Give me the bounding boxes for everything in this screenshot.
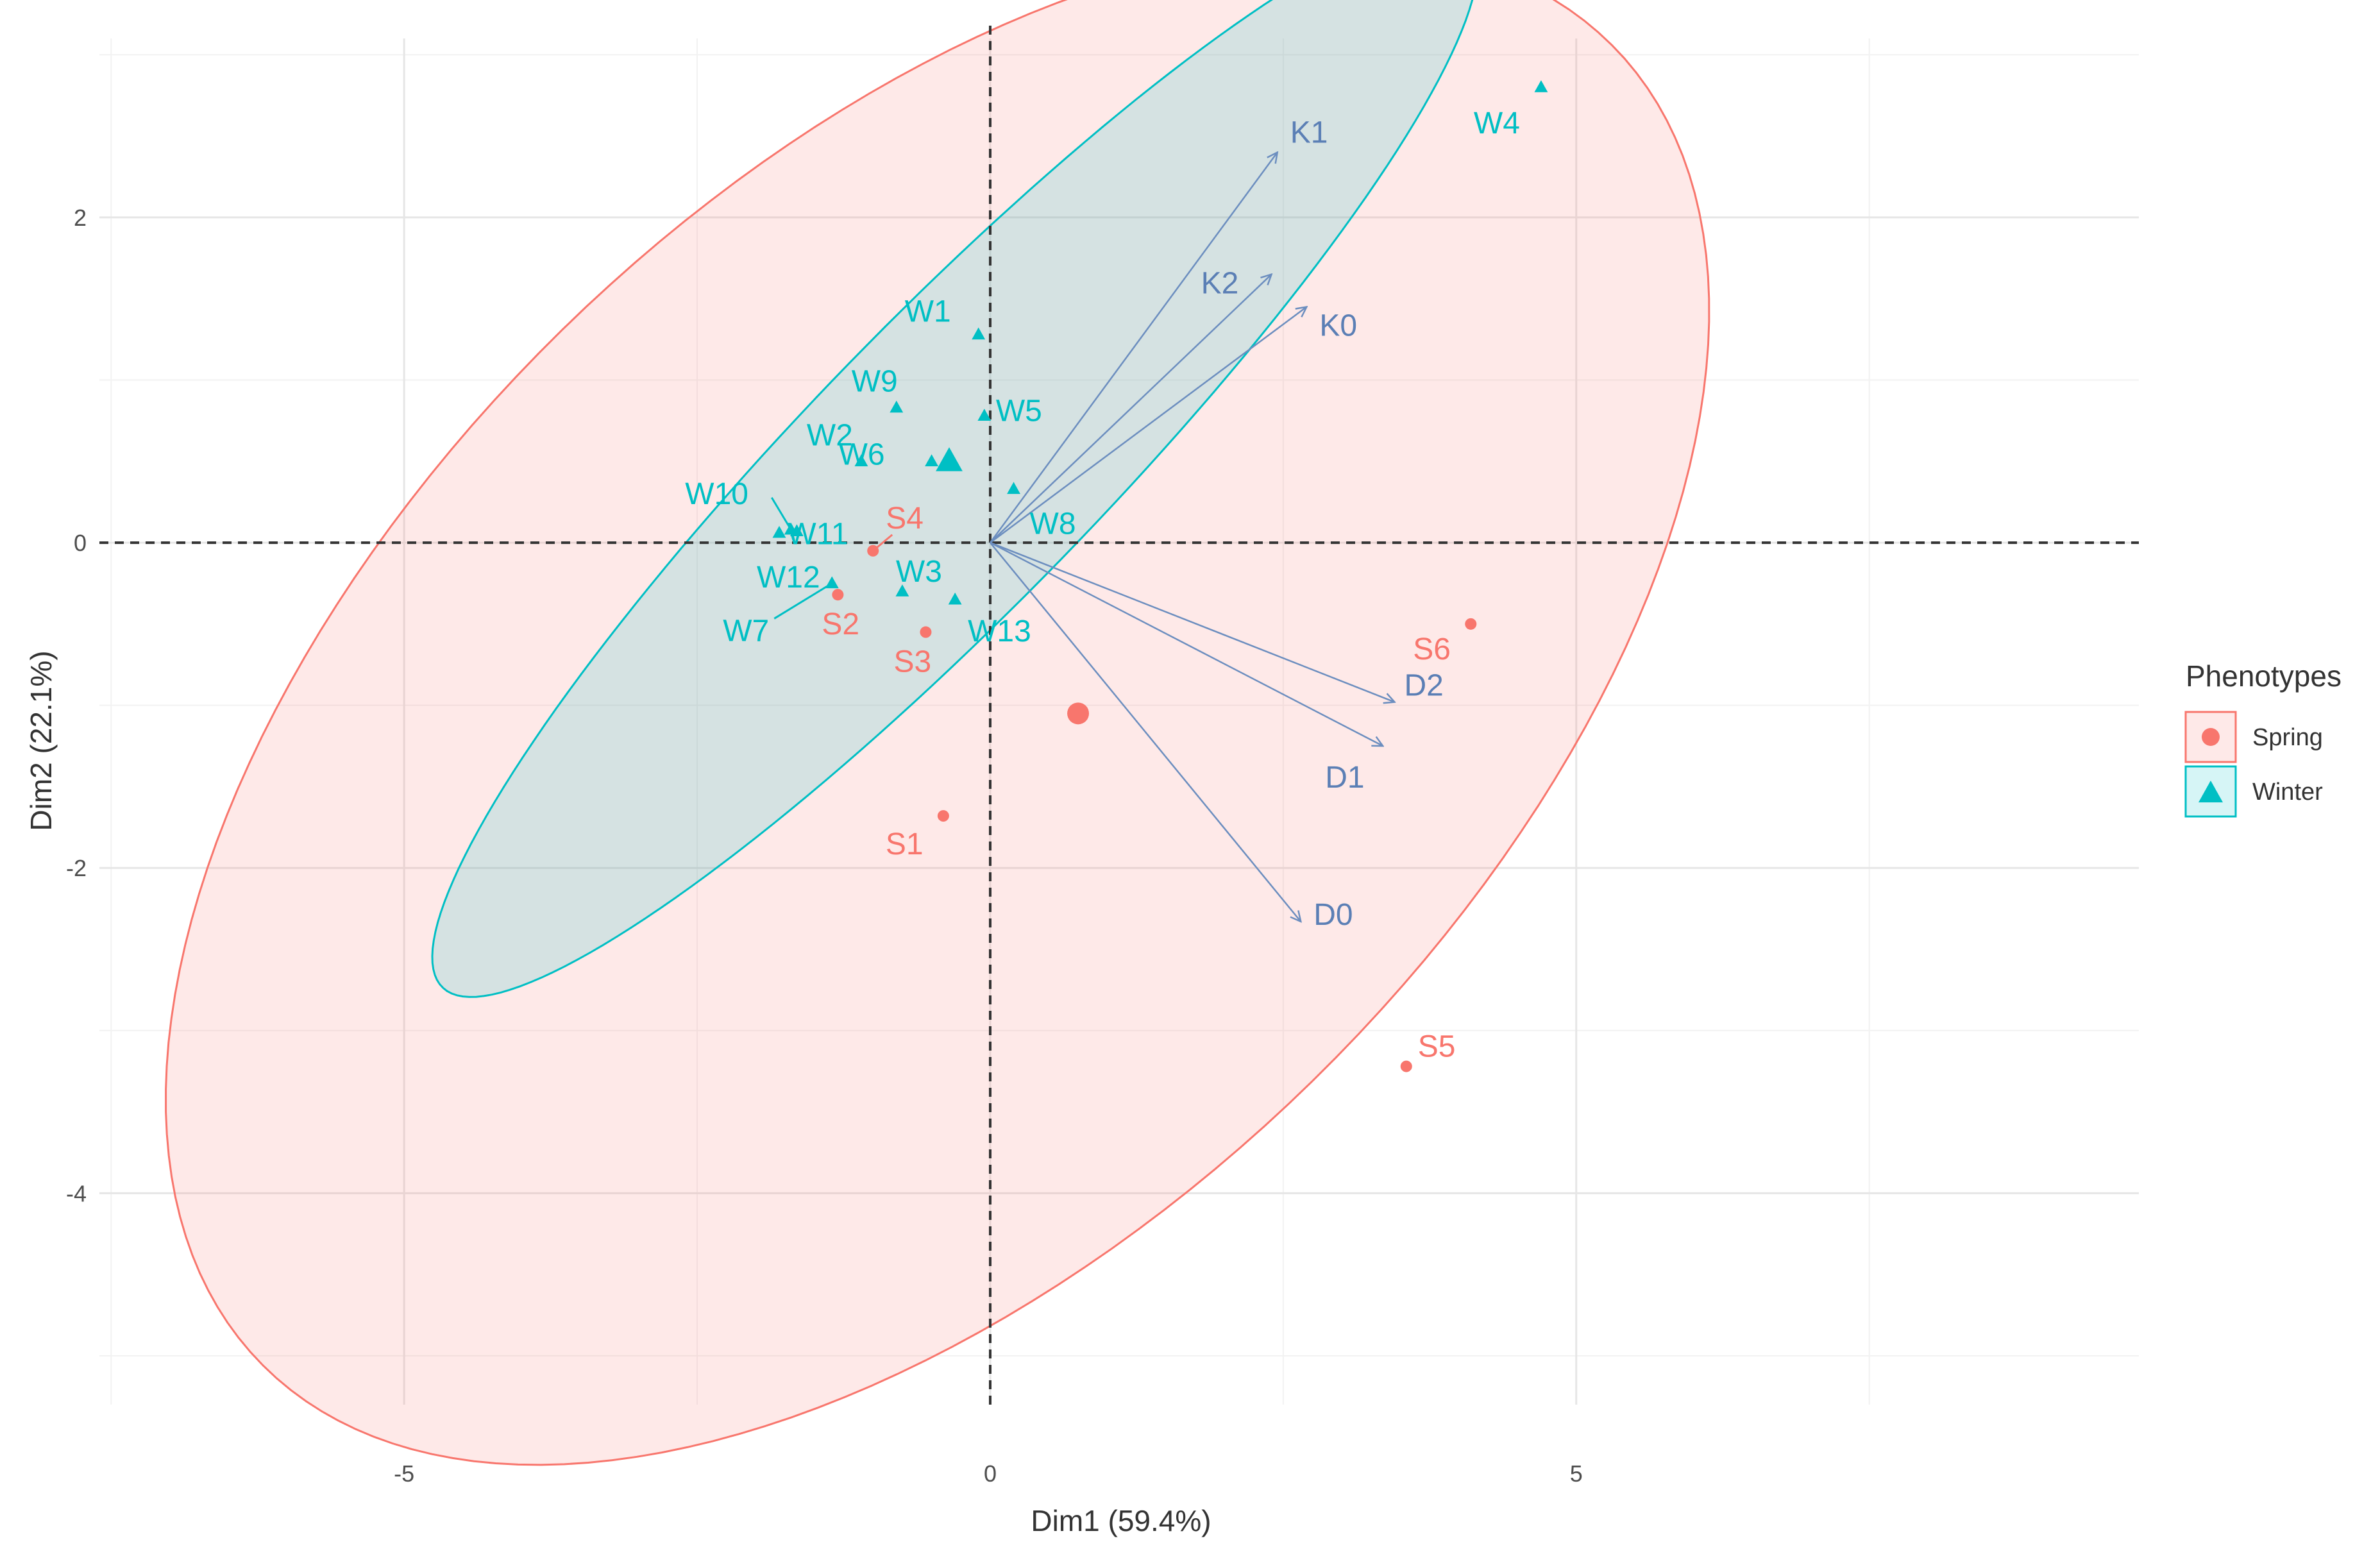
y-tick-label: -4 [66,1180,87,1206]
leader-w7 [773,582,833,620]
variable-arrow-k0 [990,307,1306,544]
y-tick-label: 0 [74,530,87,556]
point-label-w5: W5 [996,394,1042,428]
point-label-w8: W8 [1030,507,1076,541]
point-label-w1: W1 [905,295,951,329]
point-w12 [772,525,786,538]
point-label-w12: W12 [757,561,820,595]
x-axis-title: Dim1 (59.4%) [1031,1504,1211,1537]
point-labels: K1 K2 K0 D2 D1 D0 S1 S2 S3 S4 S5 S6 W1 W2 W3 W4 W5 W6 W7 W8… [685,106,1520,1064]
point-w8 [1007,482,1020,495]
point-label-w11: W11 [787,517,848,551]
variable-label-d1: D1 [1325,761,1364,795]
confidence-ellipses [165,0,1710,1466]
leader-w10 [770,497,792,530]
y-tick-label: 2 [74,205,87,231]
y-tick-label: -2 [66,855,87,881]
variable-arrow-k2 [990,275,1272,543]
axis-ticks: -5 0 5 2 0 -2 -4 [66,205,1583,1487]
point-label-s1: S1 [886,827,924,861]
point-label-w7: W7 [723,614,769,648]
legend: Phenotypes Spring Winter [2184,659,2342,818]
centroid-spring [1067,702,1090,725]
x-tick-label: -5 [394,1460,414,1487]
group-centroids [936,447,1090,725]
centroid-winter [936,447,963,471]
variable-label-d2: D2 [1404,669,1443,703]
point-s6 [1465,618,1477,630]
legend-label-winter: Winter [2252,779,2323,806]
y-axis-title: Dim2 (22.1%) [24,650,58,831]
point-label-s2: S2 [822,607,859,641]
variable-arrow-d2 [990,541,1395,702]
legend-symbol-spring [2202,728,2220,746]
point-label-w10: W10 [685,477,748,511]
point-w5 [977,409,992,421]
variable-arrows [989,153,1395,922]
point-label-w3: W3 [896,555,942,589]
point-s3 [920,626,932,638]
variable-arrow-k1 [989,153,1278,543]
individual-points [772,80,1548,1072]
point-label-s6: S6 [1413,632,1451,666]
ellipse-spring [165,0,1710,1466]
point-w13 [948,592,962,605]
point-label-w6: W6 [839,437,885,471]
point-s2 [832,589,844,601]
point-label-s3: S3 [893,645,931,679]
legend-title: Phenotypes [2186,659,2342,693]
point-label-w13: W13 [968,614,1031,648]
point-label-w2: W2 [807,418,853,452]
point-s5 [1400,1060,1412,1072]
point-label-s5: S5 [1418,1030,1456,1064]
point-w1 [972,327,986,340]
variable-arrow-d0 [989,542,1301,922]
leader-s4 [872,534,893,552]
grid-minor [99,38,2139,1405]
variable-arrow-d1 [990,541,1383,746]
point-w6 [925,454,939,466]
x-tick-label: 0 [984,1460,997,1487]
point-label-s4: S4 [886,502,924,536]
point-w9 [890,400,904,413]
variable-label-k1: K1 [1290,116,1328,150]
point-w2 [854,454,868,466]
variable-label-k0: K0 [1319,309,1357,342]
variable-label-k2: K2 [1201,267,1239,301]
variable-label-d0: D0 [1313,898,1353,932]
point-s1 [937,810,949,822]
reference-lines [99,26,2139,1405]
point-w11 [789,524,804,537]
ellipse-winter [431,0,1474,998]
legend-symbol-winter [2199,781,2223,802]
point-w3 [895,584,909,596]
x-tick-label: 5 [1570,1460,1583,1487]
point-label-w4: W4 [1474,106,1520,140]
point-label-w9: W9 [852,365,898,399]
legend-label-spring: Spring [2252,724,2323,751]
point-w4 [1534,80,1548,92]
